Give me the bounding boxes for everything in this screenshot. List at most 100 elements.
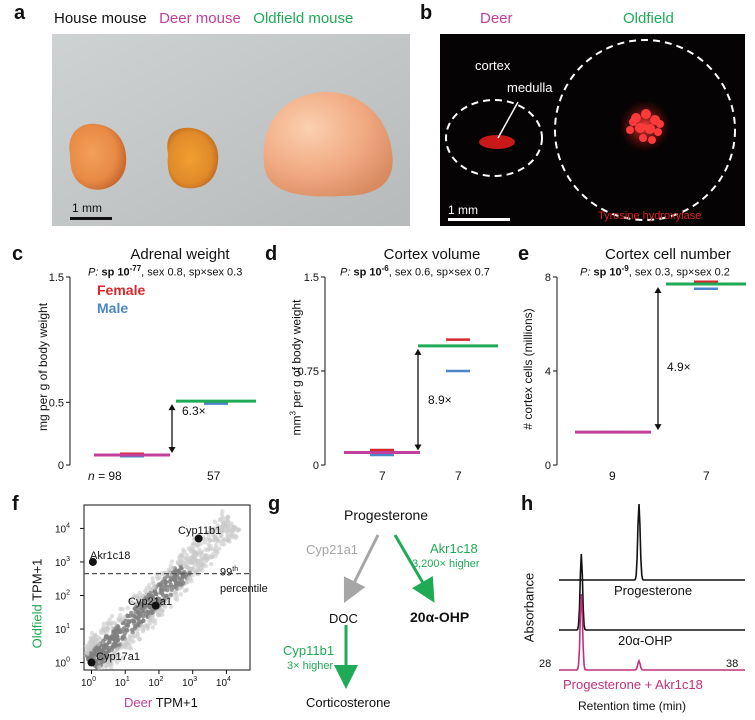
gene-point bbox=[150, 576, 155, 581]
gene-point bbox=[109, 647, 114, 652]
gene-point bbox=[157, 612, 163, 618]
gene-point bbox=[209, 561, 214, 567]
gene-point bbox=[103, 636, 108, 642]
gene-point bbox=[209, 528, 215, 533]
gene-point bbox=[140, 628, 146, 634]
cyp11b1-fold: 3× higher bbox=[287, 660, 334, 672]
gene-point bbox=[169, 587, 175, 592]
gene-point bbox=[165, 587, 170, 593]
panel-g-label: g bbox=[268, 493, 281, 515]
gene-point bbox=[101, 630, 106, 635]
gene-point bbox=[162, 576, 167, 581]
gene-point bbox=[181, 580, 186, 586]
gene-point bbox=[177, 577, 183, 582]
y-tick-exp: 3 bbox=[66, 556, 70, 563]
y-tick-label: 1.5 bbox=[304, 272, 319, 284]
gene-point bbox=[173, 583, 178, 588]
x-tick-label: 101 bbox=[115, 676, 130, 689]
panel-d-stats: P: sp 10-6, sex 0.6, sp×sex 0.7 bbox=[340, 264, 490, 279]
gene-point bbox=[207, 531, 212, 536]
gene-point bbox=[127, 642, 132, 647]
highlighted-gene-akr1c18 bbox=[88, 557, 97, 566]
gene-point bbox=[117, 657, 122, 663]
gene-point bbox=[175, 568, 181, 574]
gene-point bbox=[128, 638, 134, 643]
gene-point bbox=[178, 592, 184, 597]
gene-cyp17a1: Cyp17a1 bbox=[96, 651, 141, 663]
gene-point bbox=[140, 608, 145, 613]
gene-point bbox=[118, 613, 123, 618]
panel-d-fold: 8.9× bbox=[428, 393, 452, 407]
y-tick-exp: 2 bbox=[66, 589, 70, 596]
gene-point bbox=[120, 606, 125, 612]
gene-point bbox=[96, 635, 101, 640]
panel-c-n: n = 98 bbox=[88, 469, 122, 483]
gene-point bbox=[145, 596, 151, 602]
gene-point bbox=[146, 583, 152, 588]
gene-point bbox=[158, 582, 163, 588]
gene-point bbox=[217, 517, 222, 523]
panel-d-n-oldfield: 7 bbox=[455, 469, 462, 483]
fold-arrow-head-up bbox=[414, 348, 422, 355]
percentile-word: percentile bbox=[220, 583, 268, 595]
doc-node: DOC bbox=[329, 611, 358, 626]
x-tick-label: 104 bbox=[216, 676, 231, 689]
panel-c-fold: 6.3× bbox=[182, 404, 206, 418]
gene-point bbox=[127, 634, 133, 639]
panel-h-xlabel: Retention time (min) bbox=[578, 699, 687, 713]
adrenal-photo: 1 mm bbox=[52, 34, 410, 226]
panel-c-title: Adrenal weight bbox=[130, 246, 230, 263]
gene-point bbox=[136, 595, 141, 601]
percentile-label: 99th bbox=[220, 566, 239, 579]
x-end-label: 38 bbox=[726, 658, 739, 670]
y-tick-label: 0.75 bbox=[298, 366, 319, 378]
gene-point bbox=[95, 658, 100, 664]
gene-point bbox=[172, 577, 177, 583]
panel-b-oldfield-title: Oldfield bbox=[623, 10, 674, 27]
y-tick-label: 0 bbox=[545, 460, 551, 472]
panel-h-label: h bbox=[521, 493, 534, 515]
akr1c18-arrow bbox=[393, 534, 435, 603]
gene-cyp11b1: Cyp11b1 bbox=[178, 525, 222, 537]
gene-point bbox=[226, 534, 231, 539]
gene-point bbox=[120, 640, 126, 646]
gene-point bbox=[211, 533, 216, 538]
gene-point bbox=[173, 591, 178, 596]
gene-point bbox=[129, 599, 134, 604]
gene-point bbox=[99, 655, 104, 661]
panel-e-label: e bbox=[518, 243, 530, 265]
gene-point bbox=[170, 565, 176, 571]
panel-c-label: c bbox=[12, 243, 24, 265]
trace-progesterone-label: Progesterone bbox=[614, 583, 693, 598]
gene-point bbox=[100, 659, 105, 665]
trace-0 bbox=[559, 503, 745, 581]
x-start-label: 28 bbox=[539, 658, 552, 670]
gene-point bbox=[83, 650, 89, 655]
akr1c18-enzyme: Akr1c18 bbox=[430, 541, 478, 556]
gene-point bbox=[163, 580, 168, 585]
gene-point bbox=[112, 633, 118, 638]
gene-point bbox=[140, 593, 145, 598]
gene-point bbox=[134, 604, 139, 610]
gene-point bbox=[187, 570, 192, 576]
gene-point bbox=[112, 653, 118, 659]
gene-point bbox=[215, 523, 220, 528]
gene-point bbox=[127, 645, 132, 651]
y-tick-exp: 4 bbox=[66, 522, 70, 529]
gene-point bbox=[225, 529, 231, 534]
gene-point bbox=[130, 618, 135, 623]
gene-point bbox=[214, 542, 219, 548]
gene-point bbox=[177, 586, 183, 591]
gene-point bbox=[115, 624, 121, 629]
gene-point bbox=[200, 562, 206, 567]
x-tick-label: 103 bbox=[182, 676, 197, 689]
gene-point bbox=[133, 609, 139, 615]
gene-point bbox=[146, 602, 151, 608]
gene-point bbox=[139, 623, 144, 629]
panel-e-chart: 0 4 8 bbox=[545, 272, 746, 472]
y-tick-label: 1.5 bbox=[49, 272, 64, 284]
highlighted-gene-cyp17a1 bbox=[87, 658, 96, 667]
fold-arrow-head-down bbox=[168, 446, 176, 453]
gene-point bbox=[194, 551, 199, 556]
gene-point bbox=[165, 599, 170, 604]
